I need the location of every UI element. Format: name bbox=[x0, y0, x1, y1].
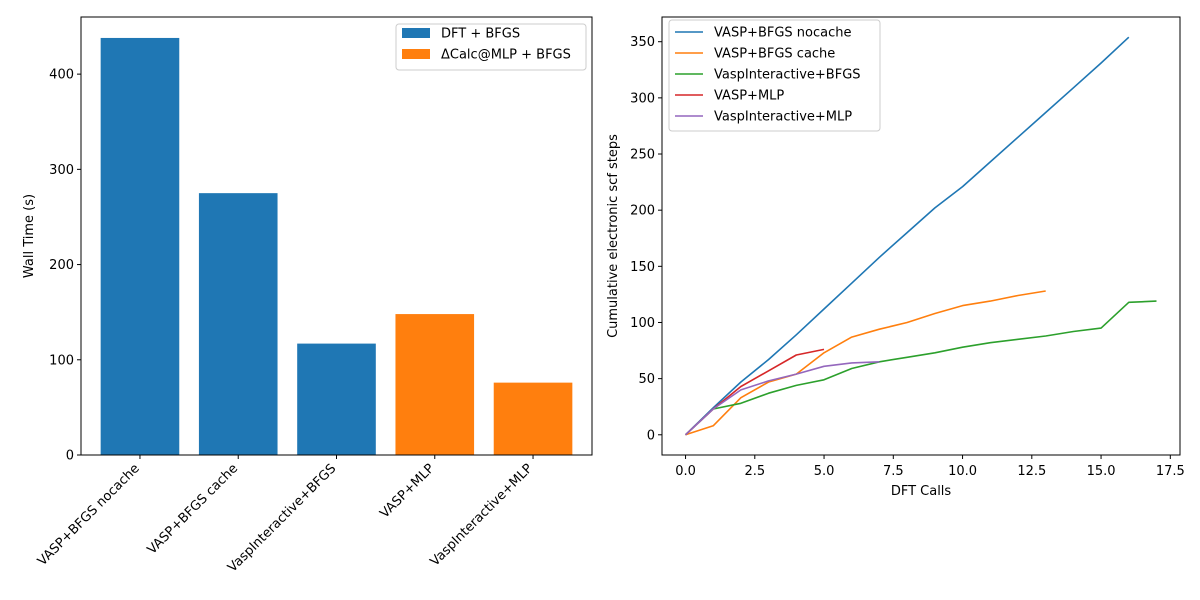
y-tick-label: 200 bbox=[630, 204, 655, 219]
line-chart-panel: 0.0 2.5 5.0 7.5 10.0 12.5 15.0 17.5 0 50 100 150 200… bbox=[606, 16, 1185, 499]
x-tick-label: VASP+MLP bbox=[377, 461, 437, 521]
x-tick-label: 0.0 bbox=[675, 464, 696, 479]
x-tick-label: 15.0 bbox=[1087, 464, 1116, 479]
y-tick-label: 400 bbox=[49, 68, 74, 83]
x-tick-label: 12.5 bbox=[1017, 464, 1046, 479]
legend-label: VASP+BFGS nocache bbox=[714, 26, 851, 41]
legend-label: DFT + BFGS bbox=[441, 27, 520, 42]
bar-legend: DFT + BFGS ΔCalc@MLP + BFGS bbox=[395, 23, 587, 71]
x-tick-label: VASP+BFGS cache bbox=[145, 461, 241, 557]
legend-label: VaspInteractive+MLP bbox=[714, 110, 852, 125]
x-tick-label: VaspInteractive+MLP bbox=[428, 461, 536, 569]
x-tick-label: 17.5 bbox=[1156, 464, 1185, 479]
x-tick-label: 10.0 bbox=[948, 464, 977, 479]
y-tick-label: 300 bbox=[630, 91, 655, 106]
legend-swatch bbox=[402, 28, 430, 38]
y-tick-label: 0 bbox=[66, 449, 74, 464]
legend-frame bbox=[395, 23, 587, 71]
x-tick-label: VASP+BFGS nocache bbox=[35, 461, 143, 569]
legend-label: ΔCalc@MLP + BFGS bbox=[441, 48, 571, 63]
line-legend: VASP+BFGS nocache VASP+BFGS cache VaspInte… bbox=[668, 19, 881, 132]
series-line-vaspinteractive-mlp bbox=[684, 361, 880, 436]
y-tick-label: 150 bbox=[630, 260, 655, 275]
y-tick-label: 250 bbox=[630, 148, 655, 163]
y-tick-label: 350 bbox=[630, 35, 655, 50]
legend-label: VaspInteractive+BFGS bbox=[714, 68, 861, 83]
legend-label: VASP+MLP bbox=[714, 89, 784, 104]
bar-vasp-bfgs-cache bbox=[198, 193, 278, 456]
bar-chart-panel: 0 100 200 300 400 VASP+BFGS nocache VASP+BFGS … bbox=[22, 16, 593, 575]
line-axes-frame bbox=[661, 16, 1181, 456]
y-tick-label: 200 bbox=[49, 258, 74, 273]
bar-vaspinteractive-mlp bbox=[493, 382, 573, 455]
x-tick-label: 2.5 bbox=[744, 464, 765, 479]
y-tick-label: 300 bbox=[49, 163, 74, 178]
legend-frame bbox=[668, 19, 881, 132]
y-tick-label: 100 bbox=[49, 353, 74, 368]
legend-swatch bbox=[402, 49, 430, 59]
legend-label: VASP+BFGS cache bbox=[714, 47, 835, 62]
series-line-vasp-bfgs-nocache bbox=[684, 36, 1130, 436]
y-tick-label: 0 bbox=[647, 428, 655, 443]
y-tick-label: 100 bbox=[630, 316, 655, 331]
y-axis-label: Cumulative electronic scf steps bbox=[606, 134, 621, 338]
bar-vasp-bfgs-nocache bbox=[100, 37, 180, 456]
y-tick-label: 50 bbox=[638, 372, 655, 387]
bar-vaspinteractive-bfgs bbox=[297, 343, 376, 455]
y-axis-label: Wall Time (s) bbox=[22, 194, 37, 278]
x-tick-label: 5.0 bbox=[814, 464, 835, 479]
x-tick-label: VaspInteractive+BFGS bbox=[225, 461, 339, 575]
x-axis-label: DFT Calls bbox=[891, 484, 952, 499]
x-tick-label: 7.5 bbox=[883, 464, 904, 479]
series-line-vasp-bfgs-cache bbox=[685, 290, 1046, 436]
series-line-vasp-mlp bbox=[684, 348, 825, 436]
bar-vasp-mlp bbox=[395, 314, 475, 455]
series-line-vaspinteractive-bfgs bbox=[684, 300, 1157, 436]
